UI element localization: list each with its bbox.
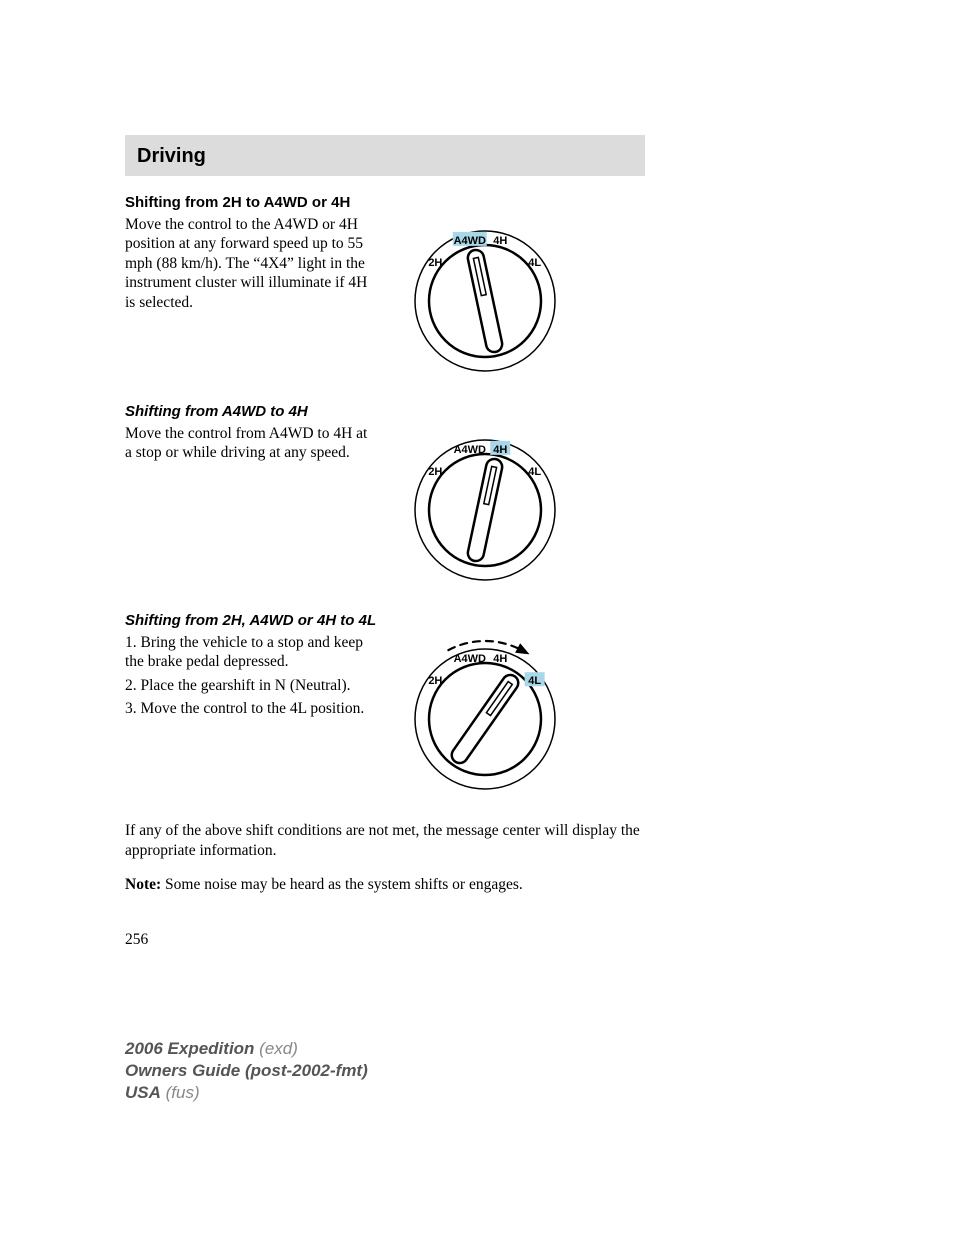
svg-text:2H: 2H [428, 466, 442, 478]
closing-note: Note: Some noise may be heard as the sys… [125, 875, 645, 895]
section3-step2: 2. Place the gearshift in N (Neutral). [125, 676, 375, 695]
svg-text:4H: 4H [493, 653, 507, 665]
footer-line1: 2006 Expedition (exd) [125, 1038, 368, 1060]
svg-text:4H: 4H [493, 235, 507, 247]
svg-text:A4WD: A4WD [454, 444, 486, 456]
section3-step3: 3. Move the control to the 4L position. [125, 699, 375, 718]
section3-dial-wrap: 2H A4WD 4H 4L [395, 633, 575, 793]
section2-dial-wrap: 2H A4WD 4H 4L [395, 424, 575, 584]
footer-vehicle-code: (exd) [254, 1039, 297, 1058]
section3-step1: 1. Bring the vehicle to a stop and keep … [125, 633, 375, 672]
footer-vehicle: 2006 Expedition [125, 1039, 254, 1058]
chapter-title: Driving [137, 145, 633, 168]
section1-body: Move the control to the A4WD or 4H posit… [125, 215, 375, 312]
section3-row: 1. Bring the vehicle to a stop and keep … [125, 633, 645, 793]
svg-text:2H: 2H [428, 675, 442, 687]
svg-text:4L: 4L [528, 675, 541, 687]
footer-block: 2006 Expedition (exd) Owners Guide (post… [125, 1038, 368, 1104]
svg-text:4L: 4L [528, 466, 541, 478]
section1-text: Move the control to the A4WD or 4H posit… [125, 215, 375, 316]
chapter-header-band: Driving [125, 135, 645, 176]
section3-text: 1. Bring the vehicle to a stop and keep … [125, 633, 375, 723]
section2-body: Move the control from A4WD to 4H at a st… [125, 424, 375, 463]
dial-diagram-2: 2H A4WD 4H 4L [400, 424, 570, 584]
svg-text:A4WD: A4WD [454, 235, 486, 247]
dial-diagram-1: 2H A4WD 4H 4L [400, 215, 570, 375]
note-body: Some noise may be heard as the system sh… [161, 876, 523, 893]
footer-line2: Owners Guide (post-2002-fmt) [125, 1060, 368, 1082]
footer-guide: Owners Guide (post-2002-fmt) [125, 1061, 368, 1080]
page-number: 256 [125, 931, 645, 949]
svg-text:2H: 2H [428, 257, 442, 269]
section1-heading: Shifting from 2H to A4WD or 4H [125, 194, 645, 211]
closing-p1: If any of the above shift conditions are… [125, 821, 645, 861]
section2-heading: Shifting from A4WD to 4H [125, 403, 645, 420]
dial-diagram-3: 2H A4WD 4H 4L [400, 633, 570, 793]
footer-region-code: (fus) [161, 1083, 200, 1102]
section3-heading: Shifting from 2H, A4WD or 4H to 4L [125, 612, 645, 629]
svg-text:4H: 4H [493, 444, 507, 456]
note-label: Note: [125, 876, 161, 893]
page-content: Driving Shifting from 2H to A4WD or 4H M… [125, 135, 645, 949]
section2-row: Move the control from A4WD to 4H at a st… [125, 424, 645, 584]
svg-text:4L: 4L [528, 257, 541, 269]
footer-line3: USA (fus) [125, 1082, 368, 1104]
section1-row: Move the control to the A4WD or 4H posit… [125, 215, 645, 375]
footer-region: USA [125, 1083, 161, 1102]
section1-dial-wrap: 2H A4WD 4H 4L [395, 215, 575, 375]
svg-text:A4WD: A4WD [454, 653, 486, 665]
section2-text: Move the control from A4WD to 4H at a st… [125, 424, 375, 467]
